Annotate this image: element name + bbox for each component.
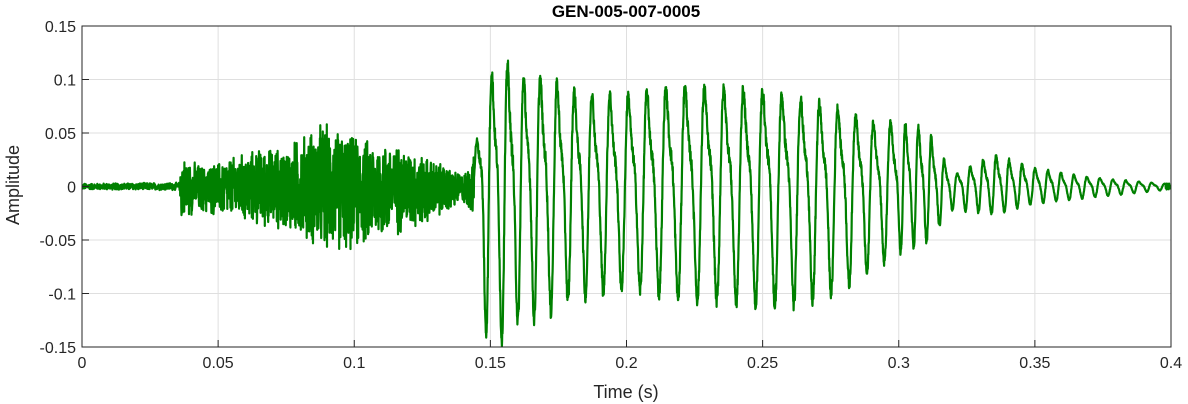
signal-line xyxy=(82,59,1171,347)
x-tick-label: 0.05 xyxy=(203,355,234,372)
x-tick-label: 0.4 xyxy=(1160,355,1182,372)
y-tick-label: -0.15 xyxy=(40,340,77,357)
y-tick-label: 0 xyxy=(67,180,76,197)
y-tick-label: -0.1 xyxy=(48,287,76,304)
x-axis: 0 0.05 0.1 0.15 0.2 0.25 0.3 0.35 0.4 xyxy=(78,340,1182,372)
x-axis-title: Time (s) xyxy=(593,382,658,402)
y-tick-label: 0.15 xyxy=(45,19,76,36)
plot-area xyxy=(82,59,1171,347)
y-axis: 0.15 0.1 0.05 0 -0.05 -0.1 -0.15 xyxy=(40,19,89,357)
y-axis-title: Amplitude xyxy=(3,145,23,225)
x-tick-label: 0.35 xyxy=(1019,355,1050,372)
x-tick-label: 0.1 xyxy=(343,355,365,372)
x-tick-label: 0 xyxy=(78,355,87,372)
x-tick-label: 0.15 xyxy=(475,355,506,372)
x-tick-label: 0.3 xyxy=(888,355,910,372)
x-tick-label: 0.25 xyxy=(747,355,778,372)
y-tick-label: 0.05 xyxy=(45,126,76,143)
y-tick-label: -0.05 xyxy=(40,233,77,250)
chart-title: GEN-005-007-0005 xyxy=(552,2,700,21)
x-tick-label: 0.2 xyxy=(615,355,637,372)
y-tick-label: 0.1 xyxy=(54,73,76,90)
